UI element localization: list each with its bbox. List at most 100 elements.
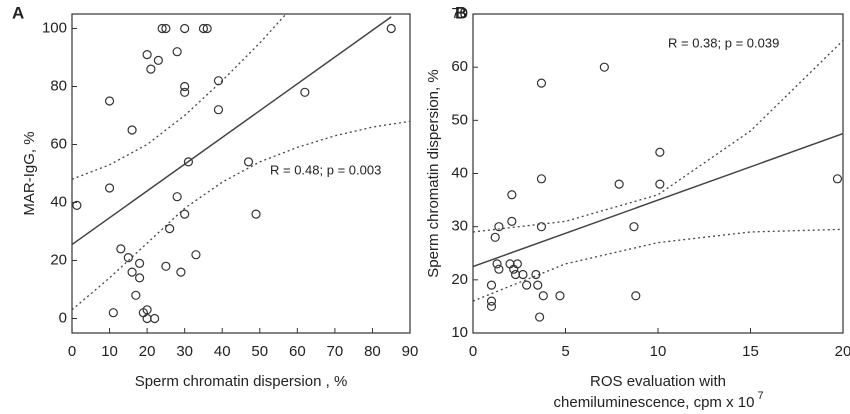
y-tick-label: 80	[50, 77, 67, 94]
point	[161, 23, 171, 34]
point	[599, 62, 609, 72]
panel-label: A	[12, 3, 24, 22]
point	[165, 224, 175, 234]
point	[614, 179, 624, 189]
point	[142, 313, 152, 324]
plot-lines	[473, 40, 843, 302]
point	[486, 301, 497, 312]
point	[512, 259, 523, 269]
y-tick-label: 30	[451, 218, 468, 235]
y-tick-label: 50	[451, 111, 468, 128]
point	[104, 96, 115, 106]
point	[191, 250, 201, 260]
point	[135, 273, 145, 283]
x-axis-superscript: 7	[757, 390, 763, 402]
point	[180, 81, 190, 92]
point	[507, 190, 517, 200]
point	[251, 209, 261, 219]
point	[161, 261, 171, 271]
point	[146, 64, 156, 74]
point	[104, 183, 115, 193]
point	[150, 313, 160, 324]
point	[172, 47, 182, 57]
x-axis-title: ROS evaluation with	[590, 373, 726, 390]
point	[142, 305, 152, 315]
point	[108, 308, 118, 318]
point	[536, 174, 547, 184]
point	[510, 269, 521, 280]
point	[157, 23, 167, 34]
point	[655, 179, 665, 189]
point	[531, 269, 541, 280]
point	[490, 232, 500, 242]
point	[631, 291, 641, 301]
point	[507, 216, 517, 226]
y-axis-title: Sperm chromatin dispersion, %	[425, 69, 442, 277]
point	[213, 105, 224, 115]
x-tick-label: 30	[176, 343, 193, 360]
point	[536, 78, 547, 88]
x-tick-label: 60	[289, 343, 306, 360]
point	[127, 125, 137, 135]
x-tick-label: 10	[650, 343, 667, 360]
point	[494, 222, 504, 232]
y-tick-label: 0	[59, 309, 67, 326]
y-axis-title: MAR-IgG, %	[21, 131, 38, 215]
x-tick-label: 10	[101, 343, 118, 360]
point	[172, 192, 182, 202]
point	[183, 157, 194, 167]
x-tick-label: 70	[327, 343, 344, 360]
y-tick-label: 60	[50, 135, 67, 152]
y-tick-label: 10	[451, 324, 468, 341]
point	[533, 280, 543, 290]
point	[123, 253, 133, 263]
plot-lines	[72, 14, 410, 311]
point	[386, 23, 396, 34]
point	[486, 296, 497, 306]
x-tick-label: 80	[364, 343, 381, 360]
x-tick-label: 40	[214, 343, 231, 360]
x-axis-title: Sperm chromatin dispersion , %	[135, 373, 348, 390]
point	[135, 258, 145, 268]
ci-upper-line	[72, 14, 287, 180]
x-tick-label: 0	[469, 343, 477, 360]
x-tick-label: 90	[402, 343, 419, 360]
point	[153, 55, 163, 66]
x-axis-title: chemiluminescence, cpm x 10	[554, 394, 755, 411]
x-tick-label: 0	[68, 343, 76, 360]
fit-line	[72, 16, 392, 246]
point	[522, 280, 532, 290]
y-tick-label: 60	[451, 58, 468, 75]
point	[202, 23, 212, 34]
annotation: R = 0.48; p = 0.003	[270, 162, 381, 177]
point	[198, 23, 209, 34]
point	[116, 244, 126, 254]
fit-line	[473, 132, 843, 268]
annotation: R = 0.38; p = 0.039	[668, 35, 779, 50]
point	[180, 87, 190, 97]
point	[243, 157, 254, 167]
point	[518, 269, 528, 280]
y-tick-label: 40	[50, 193, 67, 210]
ci-lower-line	[72, 120, 410, 311]
point	[131, 290, 141, 300]
y-tick-label: 20	[50, 251, 67, 268]
point	[127, 267, 137, 277]
y-tick-label: 70	[451, 5, 468, 22]
plot-frame	[71, 13, 411, 334]
point	[492, 259, 502, 269]
x-tick-label: 20	[835, 343, 850, 360]
x-tick-label: 20	[139, 343, 156, 360]
point	[180, 23, 190, 34]
y-tick-label: 40	[451, 164, 468, 181]
point	[555, 291, 565, 301]
plot-frame	[472, 13, 844, 334]
point	[300, 87, 310, 97]
point	[538, 291, 548, 301]
x-tick-label: 15	[742, 343, 759, 360]
ci-lower-line	[473, 228, 843, 302]
y-tick-label: 20	[451, 271, 468, 288]
x-tick-label: 50	[251, 343, 268, 360]
